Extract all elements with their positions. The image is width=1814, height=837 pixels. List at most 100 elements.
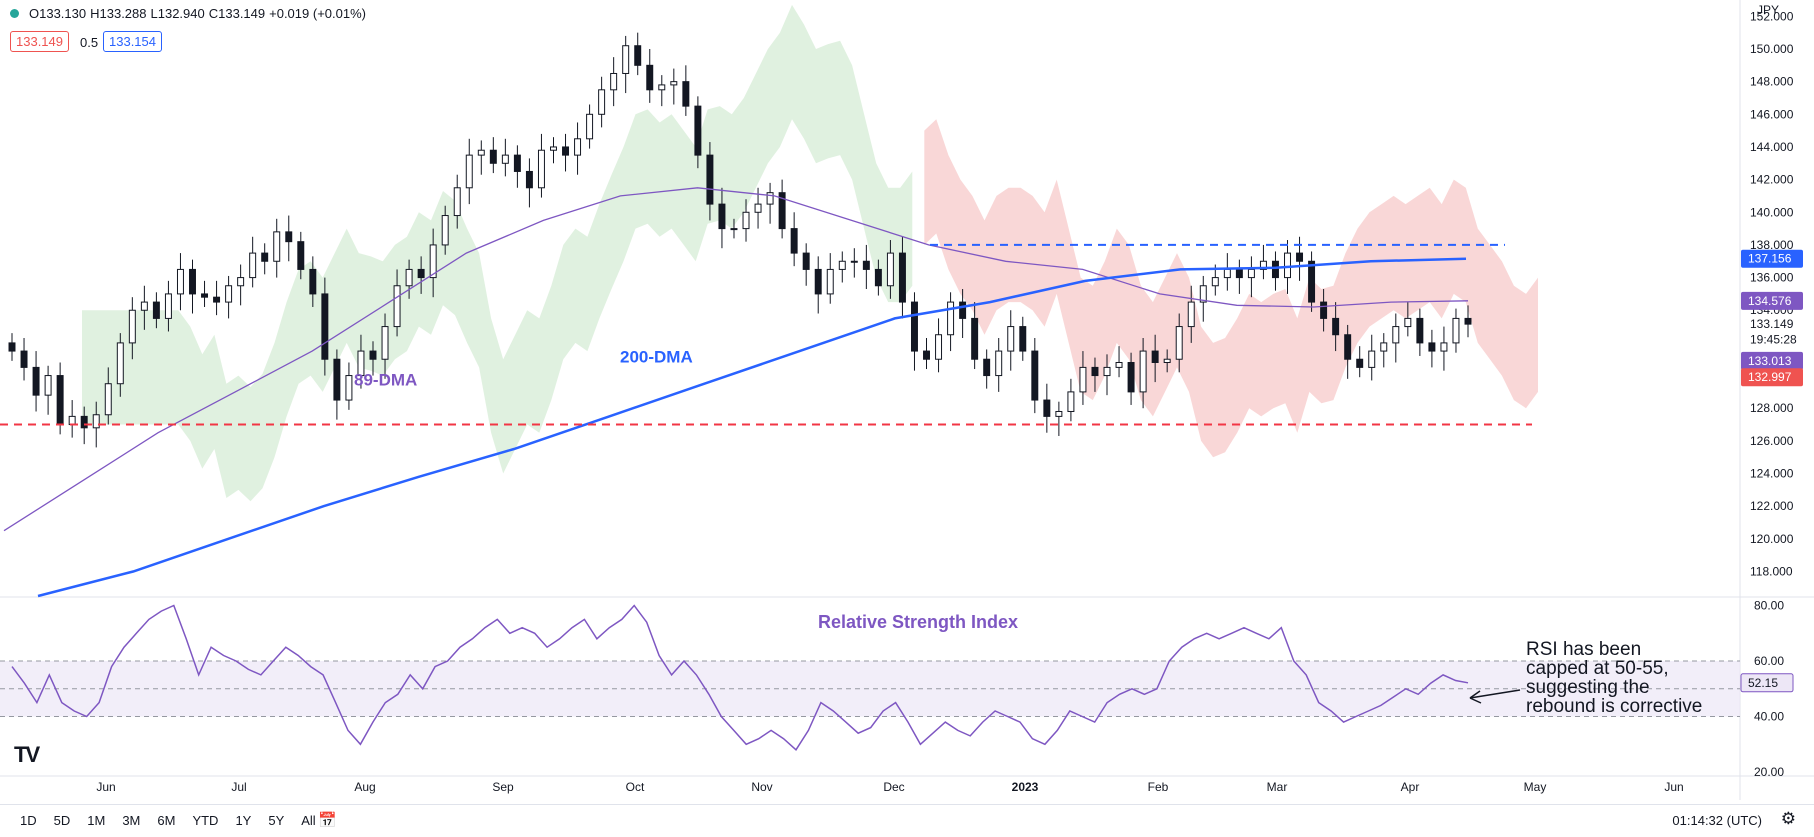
range-1y[interactable]: 1Y	[235, 813, 252, 828]
range-3m[interactable]: 3M	[122, 813, 141, 828]
ohlc-legend: O133.130 H133.288 L132.940 C133.149 +0.0…	[10, 6, 366, 21]
rsi-title: Relative Strength Index	[818, 612, 1018, 632]
candle-body	[465, 154, 473, 189]
tradingview-logo[interactable]: TV	[14, 742, 40, 767]
candle-body	[959, 301, 967, 319]
range-all[interactable]: All	[301, 813, 316, 828]
y-tick-label: 142.000	[1750, 173, 1794, 187]
candle-body	[826, 268, 834, 295]
rsi-note-line: capped at 50-55,	[1526, 658, 1669, 679]
candle-body	[1151, 350, 1159, 363]
buy-price-badge[interactable]: 133.154	[103, 31, 162, 52]
candle-body	[1392, 326, 1400, 344]
candle-body	[489, 149, 497, 164]
candle-body	[1416, 317, 1424, 344]
ohlc-change: +0.019 (+0.01%)	[269, 6, 366, 21]
candle-body	[1199, 285, 1207, 303]
candle-body	[730, 228, 738, 231]
y-tick-label: 144.000	[1750, 140, 1794, 154]
rsi-note-line: RSI has been	[1526, 639, 1642, 660]
candle-body	[164, 293, 172, 319]
rsi-line	[11, 604, 1469, 751]
range-5y[interactable]: 5Y	[268, 813, 285, 828]
candle-body	[477, 149, 485, 156]
candle-body	[622, 45, 630, 74]
candle-body	[1211, 277, 1219, 287]
candle-body	[862, 260, 870, 270]
candle-body	[225, 285, 233, 303]
candle-body	[742, 211, 750, 230]
candle-body	[152, 301, 160, 319]
x-tick-label: Dec	[883, 780, 904, 794]
range-selector: 1D 5D 1M 3M 6M YTD 1Y 5Y All	[20, 813, 316, 828]
candle-body	[766, 192, 774, 205]
x-tick-label: Nov	[751, 780, 772, 794]
calendar-icon[interactable]: 📅	[318, 812, 337, 829]
candle-body	[405, 268, 413, 287]
candle-body	[718, 203, 726, 230]
candle-body	[646, 64, 654, 91]
candle-body	[706, 154, 714, 205]
candle-body	[1404, 317, 1412, 328]
rsi-arrow-line	[1469, 689, 1521, 699]
candle-body	[20, 350, 28, 368]
candle-body	[1127, 361, 1135, 393]
candle-body	[1031, 350, 1039, 401]
ma200-line	[37, 257, 1467, 598]
candle-body	[345, 375, 353, 401]
rsi-last-value: 52.15	[1748, 676, 1778, 690]
rsi-note-line: rebound is corrective	[1526, 696, 1703, 717]
range-6m[interactable]: 6M	[157, 813, 176, 828]
candle-body	[44, 375, 52, 396]
price-label: 132.997	[1748, 370, 1792, 384]
y-tick-label: 138.000	[1750, 238, 1794, 252]
ma89-line	[3, 187, 1469, 532]
candle-body	[189, 268, 196, 295]
price-label: 134.576	[1748, 294, 1792, 308]
candle-body	[80, 415, 88, 429]
ohlc-high: H133.288	[90, 6, 147, 21]
rsi-y-tick: 20.00	[1754, 765, 1784, 779]
utc-clock[interactable]: 01:14:32 (UTC)	[1672, 813, 1762, 828]
sell-price-badge[interactable]: 133.149	[10, 31, 69, 52]
candle-body	[1235, 268, 1243, 279]
candle-body	[393, 285, 401, 328]
candle-body	[140, 301, 148, 311]
candle-body	[285, 231, 293, 243]
x-tick-label: 2023	[1012, 780, 1039, 794]
ichimoku-cloud-bull	[82, 4, 913, 502]
range-1m[interactable]: 1M	[87, 813, 106, 828]
candle-body	[1356, 358, 1364, 368]
candle-body	[670, 81, 678, 86]
candle-body	[1440, 342, 1448, 352]
candle-body	[297, 241, 305, 270]
range-1d[interactable]: 1D	[20, 813, 37, 828]
candle-body	[104, 383, 112, 416]
gear-icon[interactable]: ⚙	[1780, 809, 1796, 828]
candle-body	[1320, 301, 1328, 319]
range-5d[interactable]: 5D	[53, 813, 71, 828]
x-tick-label: Oct	[626, 780, 645, 794]
candle-body	[1091, 366, 1099, 377]
price-label: 133.013	[1748, 354, 1792, 368]
candle-body	[850, 260, 858, 263]
x-tick-label: Jun	[96, 780, 115, 794]
candle-body	[658, 84, 666, 91]
price-label: 133.149	[1750, 317, 1794, 331]
ichimoku-cloud-bear	[924, 119, 1538, 458]
price-label-box	[1741, 368, 1803, 387]
candle-body	[814, 268, 822, 295]
x-tick-label: Mar	[1267, 780, 1288, 794]
ma89-annotation: 89-DMA	[354, 370, 417, 389]
candle-body	[947, 301, 955, 336]
y-tick-label: 150.000	[1750, 42, 1794, 56]
candle-body	[682, 81, 690, 107]
candle-body	[1055, 410, 1063, 417]
candle-body	[213, 296, 221, 303]
range-ytd[interactable]: YTD	[192, 813, 219, 828]
candle-body	[128, 309, 136, 344]
candle-body	[1139, 350, 1147, 393]
candle-body	[8, 342, 16, 352]
candle-body	[68, 415, 76, 426]
